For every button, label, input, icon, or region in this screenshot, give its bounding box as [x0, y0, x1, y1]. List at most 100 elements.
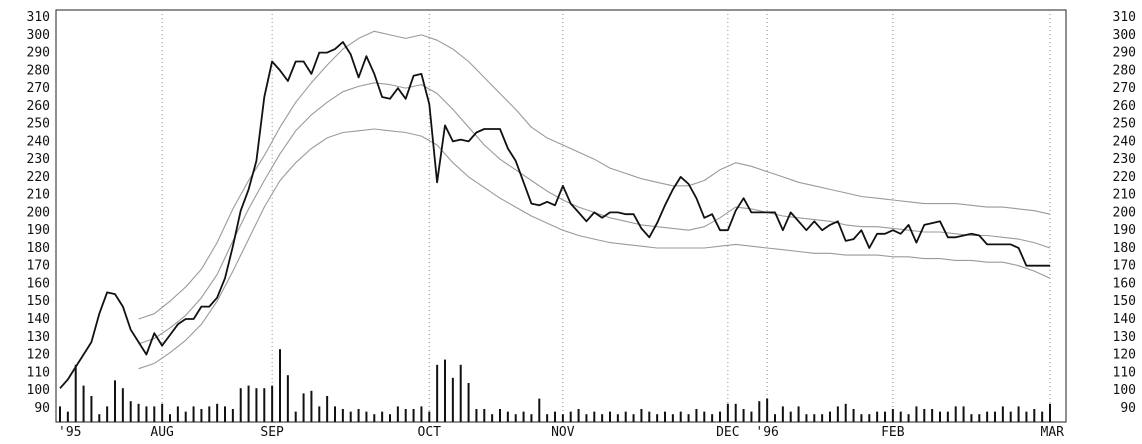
volume-bar: [695, 409, 698, 422]
volume-bar: [326, 396, 329, 422]
y-tick-label-right: 160: [1113, 276, 1136, 291]
volume-bar: [789, 411, 792, 422]
y-tick-label-left: 110: [27, 365, 50, 380]
volume-bar: [153, 406, 156, 422]
volume-bar: [74, 364, 77, 422]
volume-bar: [216, 403, 219, 422]
volume-bar: [931, 409, 934, 422]
volume-bar: [758, 401, 761, 422]
y-tick-label-right: 230: [1113, 152, 1136, 167]
y-tick-label-right: 310: [1113, 10, 1136, 25]
volume-bar: [436, 364, 439, 422]
volume-bar: [263, 388, 266, 422]
x-tick-label: '96: [755, 425, 778, 440]
volume-bar: [899, 411, 902, 422]
volume-bar: [483, 409, 486, 422]
volume-bar: [711, 414, 714, 422]
volume-bar: [302, 393, 305, 422]
y-tick-label-left: 160: [27, 276, 50, 291]
volume-bar: [750, 411, 753, 422]
upper-band-line: [138, 30, 1051, 320]
volume-bar: [986, 411, 989, 422]
volume-bar: [585, 414, 588, 422]
volume-bar: [506, 411, 509, 422]
volume-bar: [742, 409, 745, 422]
volume-bar: [781, 406, 784, 422]
y-tick-label-left: 260: [27, 99, 50, 114]
volume-bar: [491, 414, 494, 422]
volume-bar: [774, 414, 776, 422]
y-tick-label-left: 270: [27, 81, 50, 96]
volume-bar: [554, 411, 556, 422]
x-tick-label: AUG: [150, 425, 174, 440]
volume-bar: [978, 414, 981, 422]
volume-bar: [836, 406, 839, 422]
volume-bar: [467, 383, 470, 422]
y-tick-label-left: 290: [27, 46, 50, 61]
volume-bar: [734, 403, 737, 422]
volume-bar: [884, 411, 886, 422]
grid-layer: [161, 10, 1051, 422]
y-tick-label-right: 140: [1113, 312, 1136, 327]
volume-bar: [726, 403, 729, 422]
volume-bar: [813, 414, 816, 422]
volume-bar: [868, 414, 871, 422]
volume-bar: [114, 380, 116, 422]
y-tick-label-right: 240: [1113, 134, 1136, 149]
volume-bar: [294, 411, 297, 422]
y-tick-label-right: 190: [1113, 223, 1136, 238]
volume-bar: [609, 411, 611, 422]
volume-bar: [923, 409, 926, 422]
volume-bar: [231, 409, 234, 422]
price-line: [59, 41, 1050, 389]
volume-bar: [451, 377, 454, 422]
volume-bar: [703, 411, 706, 422]
volume-bar: [624, 411, 627, 422]
volume-bar: [208, 406, 211, 422]
volume-bar: [1049, 403, 1051, 422]
y-tick-label-right: 280: [1113, 63, 1136, 78]
volume-bar: [687, 414, 690, 422]
volume-bar: [499, 409, 501, 422]
volume-bar: [66, 411, 69, 422]
volume-bar: [616, 414, 619, 422]
y-tick-label-left: 200: [27, 205, 50, 220]
volume-bar: [1009, 411, 1012, 422]
y-tick-label-left: 100: [27, 383, 50, 398]
volume-bar: [538, 398, 541, 422]
volume-bar: [530, 414, 533, 422]
volume-bar: [852, 409, 855, 422]
y-tick-label-right: 200: [1113, 205, 1136, 220]
volume-bar: [396, 406, 399, 422]
volume-bar: [514, 414, 517, 422]
band-layer: [138, 30, 1051, 370]
volume-bar: [98, 414, 101, 422]
volume-bar: [90, 396, 93, 422]
x-tick-label: DEC: [716, 425, 739, 440]
volume-bar: [860, 414, 863, 422]
y-tick-label-right: 90: [1120, 401, 1136, 416]
price-layer: [59, 41, 1050, 389]
volume-bar: [648, 411, 651, 422]
volume-bar: [389, 414, 391, 422]
volume-bar: [569, 411, 572, 422]
y-tick-label-left: 130: [27, 330, 50, 345]
y-tick-label-left: 310: [27, 10, 50, 25]
y-tick-label-right: 260: [1113, 99, 1136, 114]
volume-bar: [129, 401, 132, 422]
volume-bar: [805, 414, 808, 422]
volume-bar: [59, 406, 61, 422]
volume-bar: [577, 409, 580, 422]
y-axis-right: 90 100 110 120 130 140 150 160 170 180 190 200 210 22…: [1113, 10, 1136, 416]
y-tick-label-left: 300: [27, 28, 50, 43]
volume-bar: [1001, 406, 1004, 422]
volume-bar: [161, 403, 164, 422]
volume-bar: [962, 406, 965, 422]
y-tick-label-right: 210: [1113, 188, 1136, 203]
volume-bar: [121, 388, 124, 422]
volume-bar: [994, 411, 996, 422]
y-tick-label-right: 170: [1113, 259, 1136, 274]
y-tick-label-right: 250: [1113, 117, 1136, 132]
